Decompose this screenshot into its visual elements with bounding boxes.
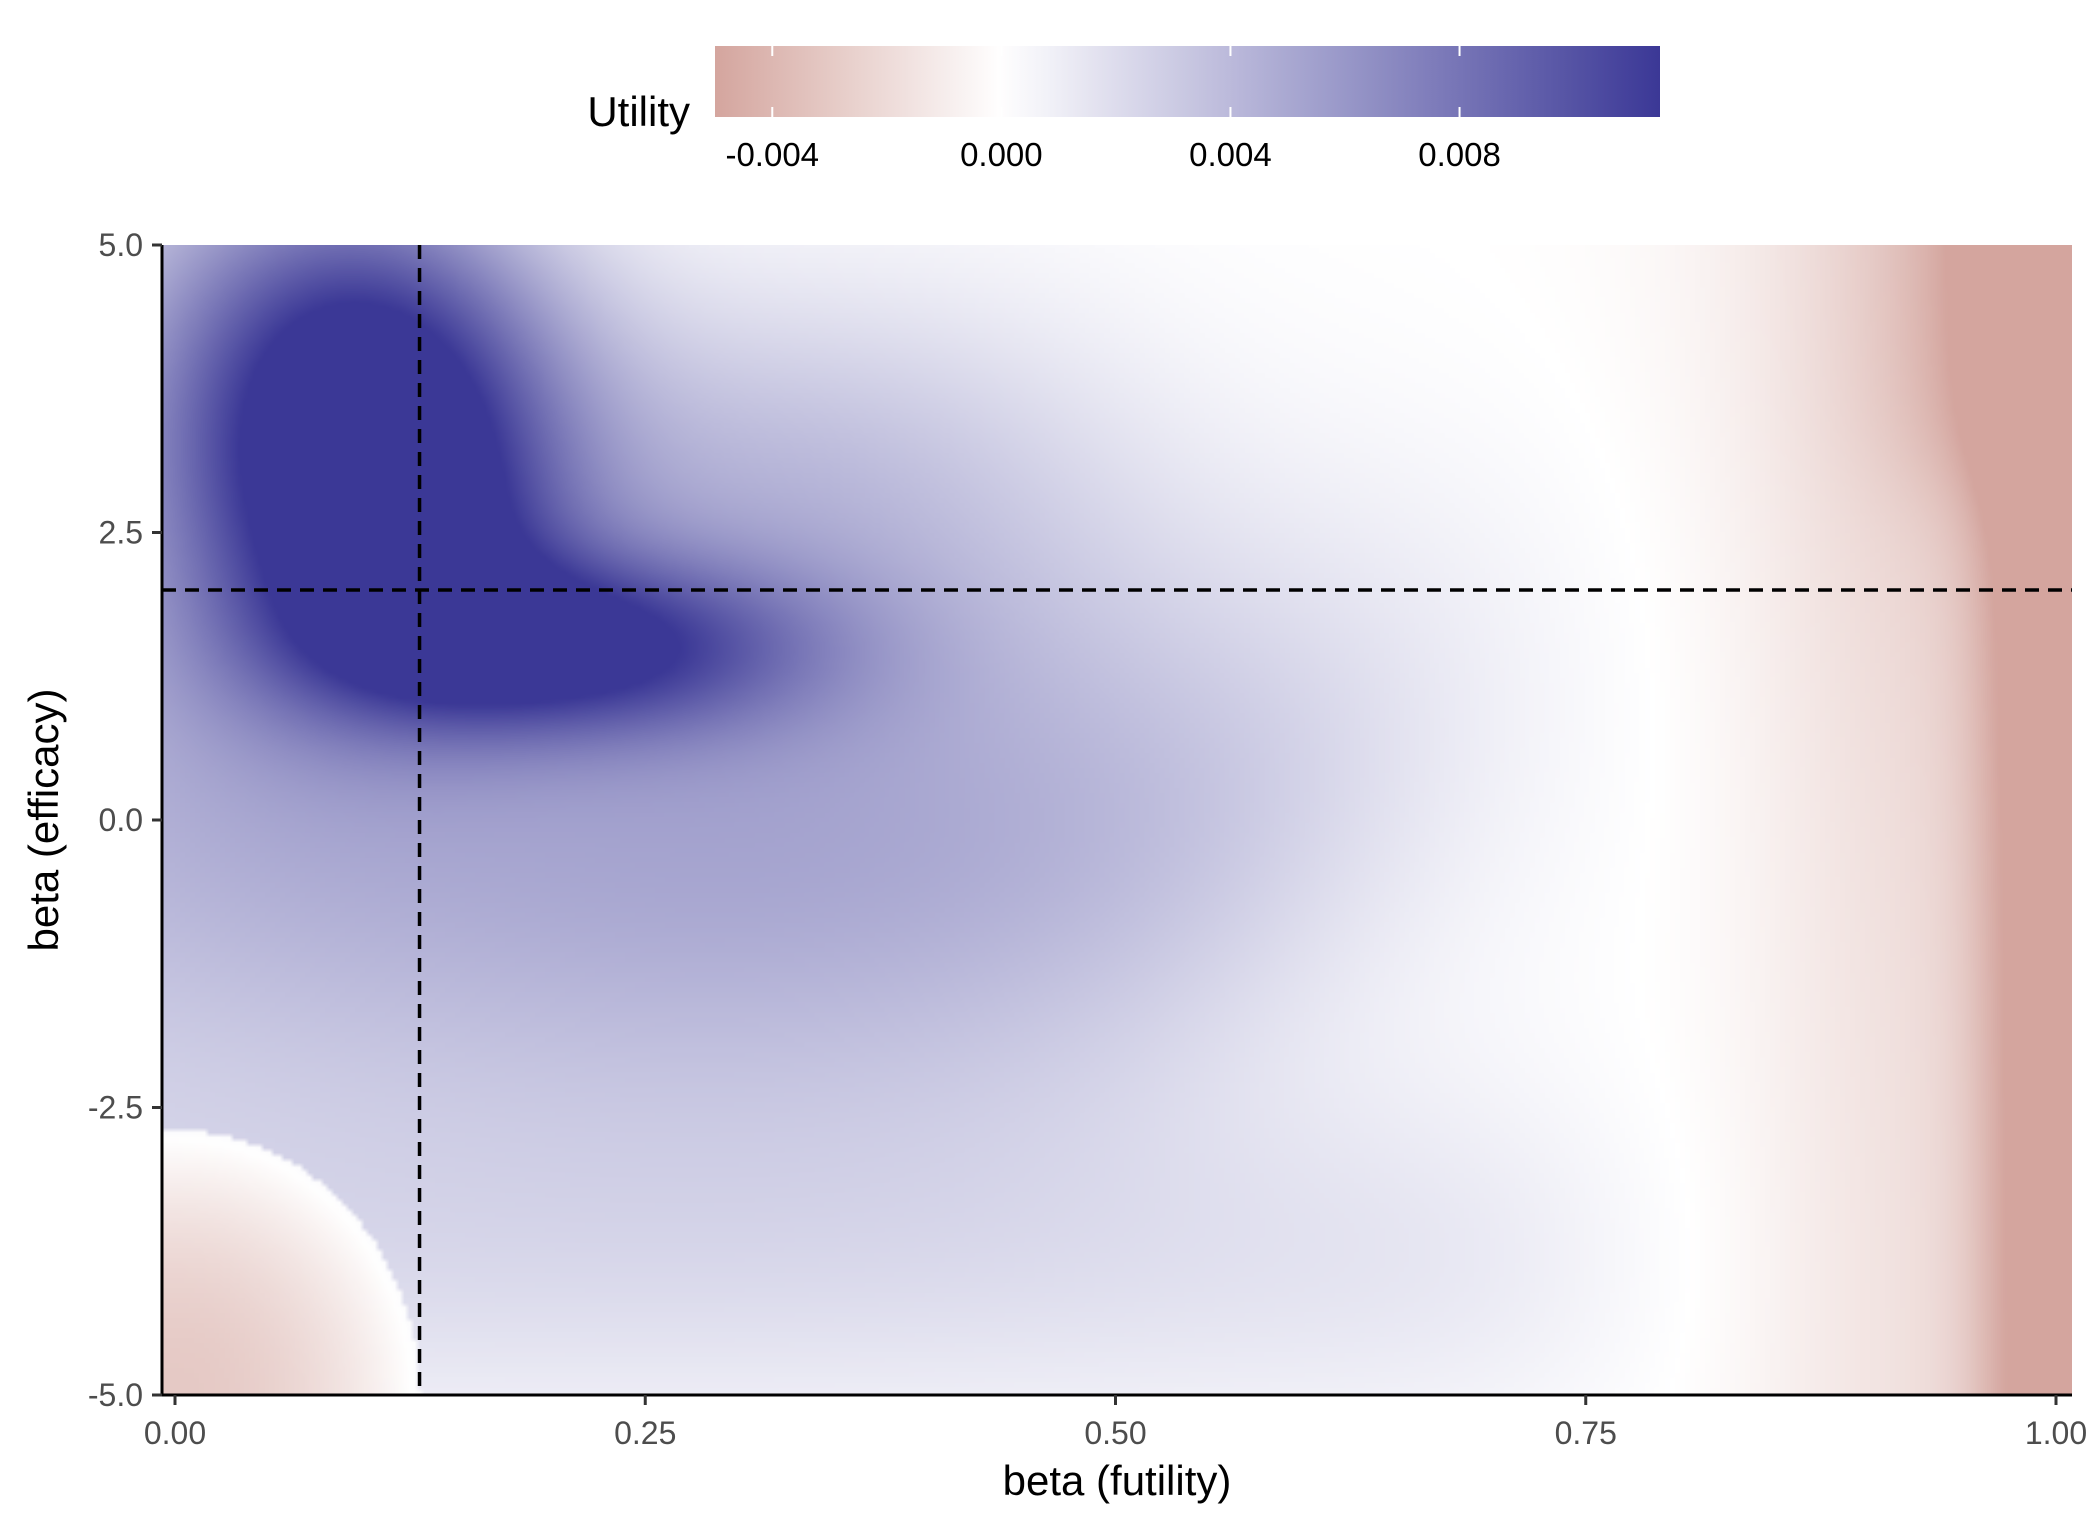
y-tick-label: 2.5 [99, 515, 143, 551]
legend-ticks: -0.004 0.000 0.004 0.008 [725, 46, 1501, 173]
legend-colorbar [715, 46, 1660, 117]
x-tick-label: 0.50 [1084, 1415, 1146, 1451]
x-axis-ticks: 0.00 0.25 0.50 0.75 1.00 [144, 1395, 2087, 1451]
x-axis-title: beta (futility) [1003, 1457, 1232, 1504]
y-axis-ticks: -5.0 -2.5 0.0 2.5 5.0 [88, 227, 162, 1413]
y-tick-label: -5.0 [88, 1377, 143, 1413]
y-tick-label: 5.0 [99, 227, 143, 263]
x-tick-label: 1.00 [2025, 1415, 2087, 1451]
x-tick-label: 0.25 [614, 1415, 676, 1451]
y-tick-label: 0.0 [99, 802, 143, 838]
x-tick-label: 0.00 [144, 1415, 206, 1451]
legend-tick-label: -0.004 [725, 136, 819, 173]
color-legend: Utility -0.004 0.000 0.004 0.008 [587, 46, 1660, 173]
legend-tick-label: 0.004 [1189, 136, 1272, 173]
legend-title: Utility [587, 88, 690, 135]
y-axis-title: beta (efficacy) [20, 688, 67, 951]
legend-tick-label: 0.008 [1418, 136, 1501, 173]
y-tick-label: -2.5 [88, 1090, 143, 1126]
heatmap-raster [162, 245, 2072, 1395]
x-tick-label: 0.75 [1555, 1415, 1617, 1451]
legend-tick-label: 0.000 [960, 136, 1043, 173]
